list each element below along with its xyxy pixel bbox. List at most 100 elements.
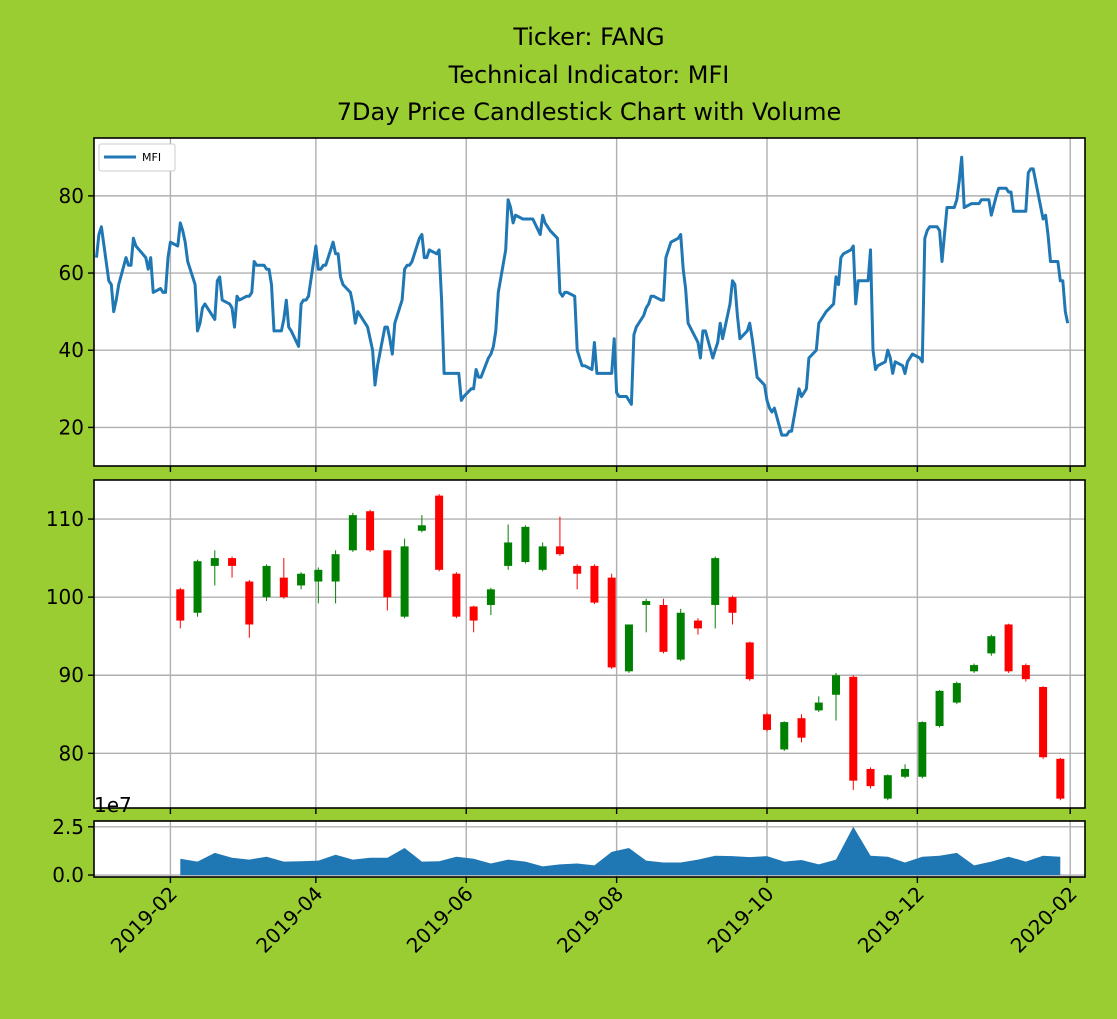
candle — [486, 587, 495, 616]
candle — [1004, 623, 1013, 673]
price-x-ticks — [169, 808, 1071, 814]
candle — [711, 556, 720, 629]
y-tick-label: 90 — [59, 663, 84, 687]
candle-body — [607, 577, 616, 668]
candle-body — [504, 542, 513, 566]
x-tick-label: 2019-10 — [702, 882, 778, 958]
candle — [176, 587, 185, 629]
candle — [952, 681, 961, 705]
candle-body — [297, 573, 306, 586]
y-tick-label: 0.0 — [52, 863, 84, 887]
candle — [383, 550, 392, 611]
candle — [435, 494, 444, 572]
candle — [607, 573, 616, 669]
candle — [348, 512, 357, 552]
mfi-series — [95, 155, 1070, 437]
price-panel: 80 90 100 110 — [46, 479, 1086, 814]
figure-title: Ticker: FANG Technical Indicator: MFI 7D… — [337, 23, 842, 126]
mfi-y-axis: 20 40 60 80 — [59, 184, 94, 439]
mfi-line — [95, 155, 1070, 437]
candle-body — [901, 768, 910, 777]
candle — [728, 595, 737, 625]
candle-body — [1004, 624, 1013, 672]
x-tick-label: 2019-08 — [552, 882, 628, 958]
candle-body — [624, 624, 633, 672]
candle-body — [849, 676, 858, 781]
candle — [469, 605, 478, 633]
candle — [970, 663, 979, 673]
candle — [1039, 686, 1048, 759]
x-tick-label: 2019-06 — [402, 882, 478, 958]
volume-y-axis: 0.0 2.5 — [52, 815, 94, 887]
candle — [866, 767, 875, 789]
candle — [504, 524, 513, 570]
candle — [832, 672, 841, 721]
candle-body — [1056, 758, 1065, 799]
candle-body — [279, 577, 288, 598]
y-tick-label: 2.5 — [52, 815, 84, 839]
candle-body — [400, 546, 409, 617]
volume-panel: 1e7 0.02.5 2019-02 2019-04 2019-06 2019-08 2… — [52, 793, 1086, 958]
candle-body — [573, 565, 582, 574]
candle-body — [659, 604, 668, 652]
y-tick-label: 40 — [59, 338, 84, 362]
legend-box — [98, 143, 176, 172]
candle-body — [883, 775, 892, 799]
candle-body — [210, 558, 219, 566]
candle-body — [780, 722, 789, 750]
candle — [849, 675, 858, 791]
candle-body — [745, 642, 754, 680]
candle-body — [814, 702, 823, 711]
candle-body — [797, 718, 806, 738]
candle — [400, 538, 409, 619]
candle-body — [245, 581, 254, 625]
candle-body — [693, 620, 702, 629]
title-line-2: Technical Indicator: MFI — [448, 61, 730, 89]
price-grid — [94, 480, 1085, 808]
candle-body — [642, 601, 651, 605]
candle-body — [1021, 665, 1030, 680]
y-tick-label: 60 — [59, 261, 84, 285]
mfi-frame — [93, 137, 1086, 467]
x-axis: 2019-02 2019-04 2019-06 2019-08 2019-10 2019-… — [106, 877, 1082, 958]
candle-body — [417, 525, 426, 531]
candle — [1056, 758, 1065, 801]
mfi-panel: 20 40 60 80 MFI — [59, 137, 1086, 472]
candle-body — [866, 768, 875, 787]
candle — [780, 721, 789, 751]
candle-body — [262, 565, 271, 598]
y-tick-label: 110 — [46, 507, 84, 531]
candle — [901, 764, 910, 779]
candle — [659, 598, 668, 654]
x-tick-label: 2019-04 — [251, 882, 327, 958]
candle-body — [348, 515, 357, 551]
candle-body — [970, 665, 979, 672]
candle-body — [987, 636, 996, 654]
candle-body — [452, 573, 461, 617]
candle — [228, 556, 237, 578]
candle-body — [555, 546, 564, 555]
mfi-grid — [94, 138, 1085, 466]
candle — [918, 721, 927, 779]
candle-body — [521, 526, 530, 562]
candle-body — [538, 546, 547, 570]
candle — [676, 608, 685, 662]
candle — [366, 509, 375, 552]
candle — [193, 559, 202, 617]
candle-body — [590, 565, 599, 603]
volume-series — [180, 826, 1061, 876]
mfi-x-ticks — [169, 466, 1071, 472]
candle — [987, 634, 996, 656]
volume-offset-label: 1e7 — [94, 793, 132, 817]
candle — [935, 690, 944, 728]
candle — [573, 564, 582, 590]
y-tick-label: 80 — [59, 741, 84, 765]
x-tick-label: 2020-02 — [1006, 882, 1082, 958]
candle — [210, 550, 219, 586]
candle — [245, 579, 254, 638]
candle — [883, 774, 892, 801]
candle-body — [1039, 686, 1048, 758]
x-tick-label: 2019-12 — [853, 882, 929, 958]
price-candles — [176, 494, 1065, 801]
price-frame — [93, 479, 1086, 809]
